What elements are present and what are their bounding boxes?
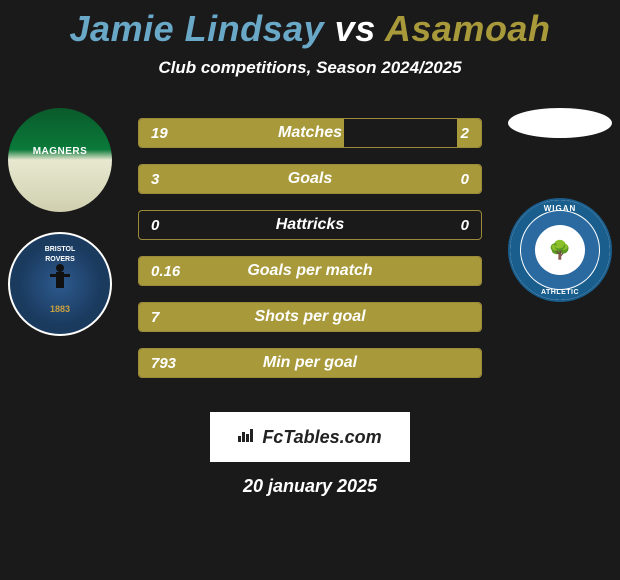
stat-value-right: 0 <box>461 171 469 188</box>
right-avatars-column: WIGAN 🌳 ATHLETIC <box>508 108 612 322</box>
stat-label: Goals <box>139 170 481 188</box>
title-vs: vs <box>335 8 376 49</box>
stat-value-right: 0 <box>461 217 469 234</box>
stat-label: Hattricks <box>139 216 481 234</box>
crest-text-bottom: ATHLETIC <box>541 289 579 296</box>
title-player2: Asamoah <box>385 8 551 49</box>
left-avatars-column: MAGNERS BRISTOL ROVERS 1883 <box>8 108 112 356</box>
chart-icon <box>238 428 256 447</box>
player1-photo: MAGNERS <box>8 108 112 212</box>
player2-photo-placeholder <box>508 108 612 138</box>
stat-bar-row: 3Goals0 <box>138 164 482 194</box>
player1-club-crest: BRISTOL ROVERS 1883 <box>8 232 112 336</box>
crest-text: BRISTOL <box>45 246 76 253</box>
comparison-bars: 19Matches23Goals00Hattricks00.16Goals pe… <box>138 118 482 394</box>
stat-label: Min per goal <box>139 354 481 372</box>
stat-bar-row: 0Hattricks0 <box>138 210 482 240</box>
stat-label: Matches <box>139 124 481 142</box>
stats-area: MAGNERS BRISTOL ROVERS 1883 WIGAN <box>0 118 620 398</box>
sponsor-text: MAGNERS <box>33 146 88 157</box>
crest-year: 1883 <box>50 304 70 314</box>
stat-label: Goals per match <box>139 262 481 280</box>
title-player1: Jamie Lindsay <box>70 8 325 49</box>
tree-icon: 🌳 <box>549 240 571 261</box>
page-title: Jamie Lindsay vs Asamoah <box>0 0 620 50</box>
stat-bar-row: 7Shots per goal <box>138 302 482 332</box>
subtitle: Club competitions, Season 2024/2025 <box>0 58 620 78</box>
crest-inner: 🌳 <box>521 211 599 289</box>
crest-figure-icon <box>45 262 75 302</box>
source-badge-text: FcTables.com <box>262 427 381 448</box>
footer-date: 20 january 2025 <box>0 476 620 497</box>
crest-center: 🌳 <box>535 225 585 275</box>
stat-bar-row: 793Min per goal <box>138 348 482 378</box>
player2-club-crest: WIGAN 🌳 ATHLETIC <box>508 198 612 302</box>
stat-bar-row: 0.16Goals per match <box>138 256 482 286</box>
infographic-root: Jamie Lindsay vs Asamoah Club competitio… <box>0 0 620 580</box>
source-badge: FcTables.com <box>210 412 410 462</box>
stat-bar-row: 19Matches2 <box>138 118 482 148</box>
stat-value-right: 2 <box>461 125 469 142</box>
stat-label: Shots per goal <box>139 308 481 326</box>
